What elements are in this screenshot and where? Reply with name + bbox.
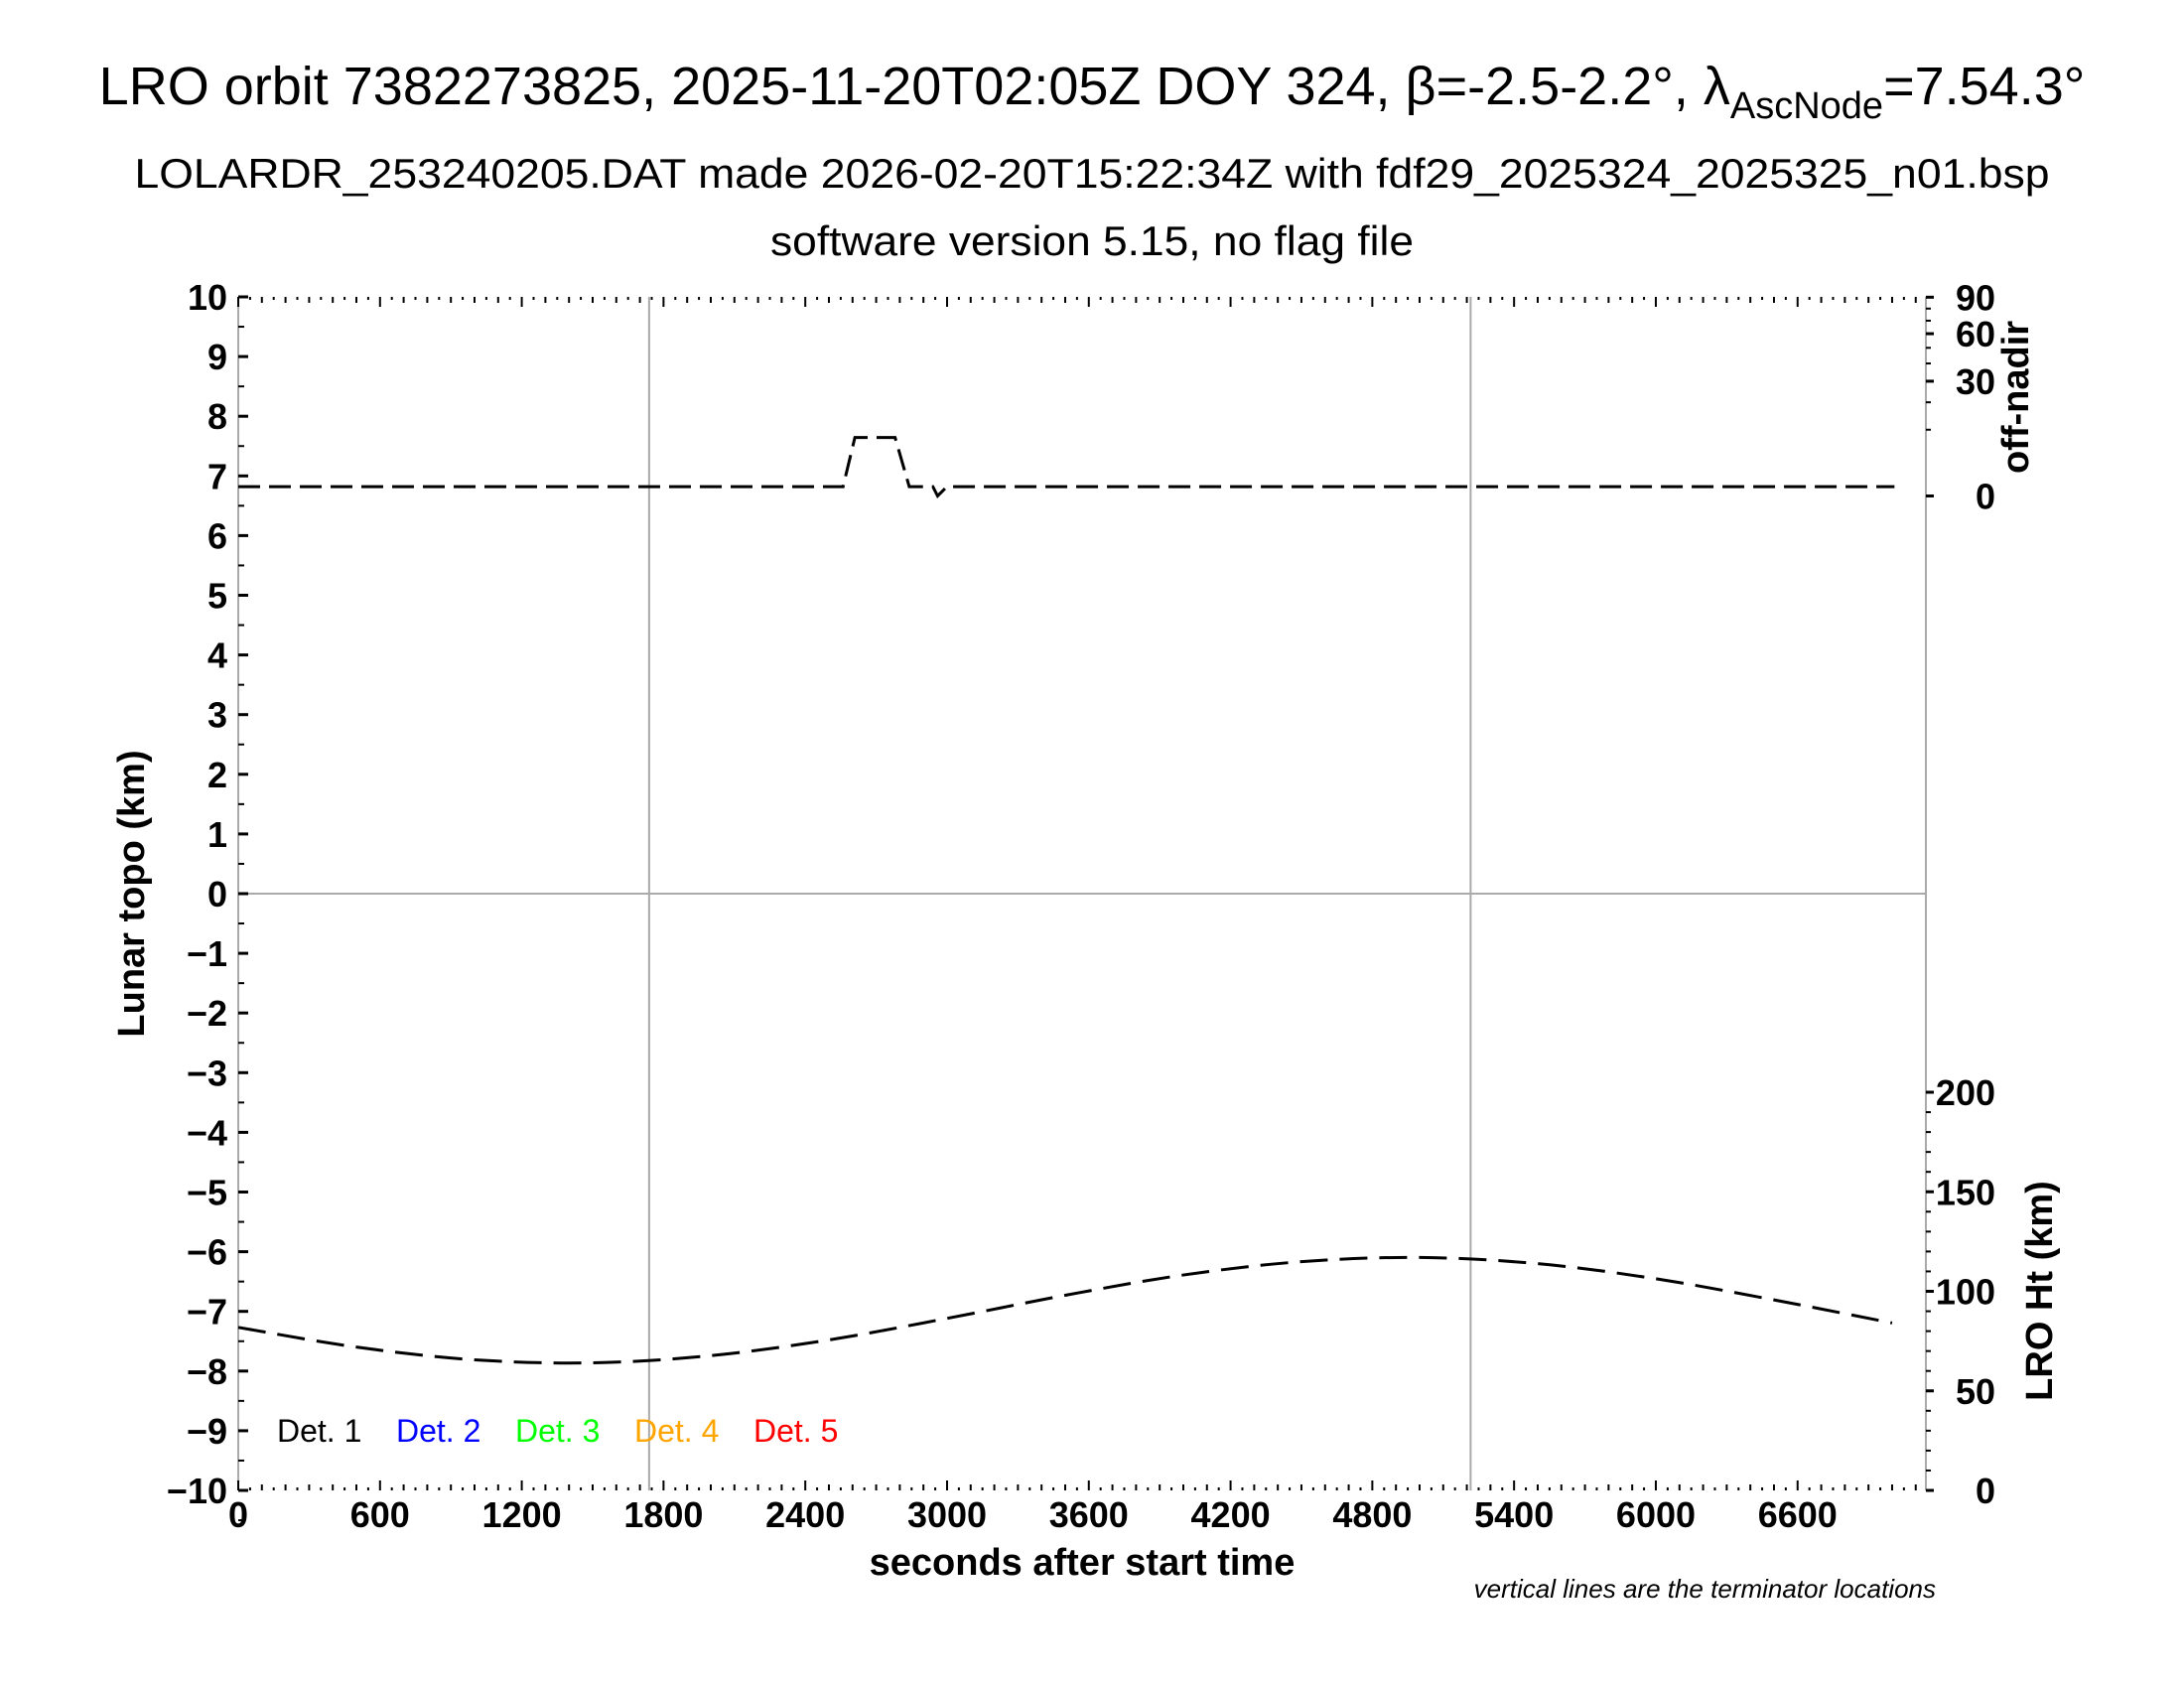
y-tick-label: −7 (187, 1292, 227, 1333)
terminator-note: vertical lines are the terminator locati… (1474, 1574, 1936, 1604)
y-tick-label: −9 (187, 1411, 227, 1452)
y-axis-label: Lunar topo (km) (111, 750, 153, 1037)
lro-ht-tick-label: 150 (1936, 1172, 1995, 1212)
y-tick-label: 8 (207, 396, 227, 437)
chart-title: LRO orbit 7382273825, 2025-11-20T02:05Z … (99, 57, 2086, 127)
lro-ht-line (237, 1255, 1893, 1365)
x-tick-label: 5400 (1474, 1494, 1554, 1535)
y2-axis-label-top: off-nadir (1995, 321, 2037, 474)
x-tick-label: 1800 (623, 1494, 703, 1535)
legend: Det. 1 Det. 2 Det. 3 Det. 4 Det. 5 (277, 1413, 838, 1449)
lro-ht-tick-label: 100 (1936, 1272, 1995, 1313)
offnadir-tick-label: 0 (1976, 477, 1995, 517)
x-tick-label: 3600 (1049, 1494, 1129, 1535)
x-axis-label: seconds after start time (870, 1542, 1296, 1584)
lro-ht-tick-label: 0 (1976, 1471, 1995, 1511)
legend-entry: Det. 4 (634, 1413, 719, 1449)
y-tick-label: 7 (207, 456, 227, 496)
x-tick-label: 6000 (1616, 1494, 1696, 1535)
y-tick-label: −2 (187, 993, 227, 1034)
x-tick-label: 4800 (1332, 1494, 1412, 1535)
legend-entry: Det. 1 (277, 1413, 361, 1449)
lro-ht-tick-label: 200 (1936, 1072, 1995, 1113)
offnadir-tick-label: 90 (1956, 277, 1995, 318)
y-tick-label: 6 (207, 515, 227, 556)
y-tick-label: 5 (207, 576, 227, 617)
title-end: =7.54.3° (1883, 57, 2085, 116)
plot-area: 0 600 1200 1800 2400 3000 3600 4200 4800 5400 6000… (167, 277, 1995, 1535)
y-tick-label: −6 (187, 1232, 227, 1273)
title-subscript: AscNode (1730, 85, 1883, 127)
x-tick-label: 600 (350, 1494, 410, 1535)
x-tick-label: 0 (228, 1494, 248, 1535)
x-tick-label: 1200 (482, 1494, 562, 1535)
y-tick-label: 1 (207, 814, 227, 855)
y-tick-label: 4 (207, 635, 227, 676)
chart-subtitle: LOLARDR_253240205.DAT made 2026-02-20T15… (135, 150, 2050, 197)
chart-subtitle-2: software version 5.15, no flag file (770, 217, 1414, 264)
y-tick-label: −1 (187, 933, 227, 974)
legend-entry: Det. 5 (753, 1413, 838, 1449)
legend-entry: Det. 3 (515, 1413, 600, 1449)
y-tick-label: −8 (187, 1351, 227, 1392)
y-tick-label: 0 (207, 874, 227, 914)
x-tick-label: 4200 (1191, 1494, 1271, 1535)
y-tick-label: 3 (207, 695, 227, 736)
y-tick-label: 9 (207, 337, 227, 377)
title-main: LRO orbit 7382273825, 2025-11-20T02:05Z … (99, 57, 1730, 116)
y-tick-label: −4 (187, 1112, 227, 1153)
y-tick-label: 2 (207, 755, 227, 795)
y-tick-label: −10 (167, 1471, 227, 1511)
y-tick-label: −3 (187, 1053, 227, 1093)
x-tick-label: 2400 (765, 1494, 845, 1535)
x-tick-label: 3000 (907, 1494, 987, 1535)
offnadir-tick-label: 30 (1956, 361, 1995, 402)
x-tick-label: 6600 (1758, 1494, 1838, 1535)
offnadir-line (238, 436, 1895, 499)
y2-axis-label-bottom: LRO Ht (km) (2019, 1181, 2061, 1401)
offnadir-tick-label: 60 (1956, 314, 1995, 354)
y-tick-label: 10 (188, 277, 227, 318)
legend-entry: Det. 2 (396, 1413, 480, 1449)
lro-ht-tick-label: 50 (1956, 1371, 1995, 1412)
y-tick-label: −5 (187, 1173, 227, 1213)
